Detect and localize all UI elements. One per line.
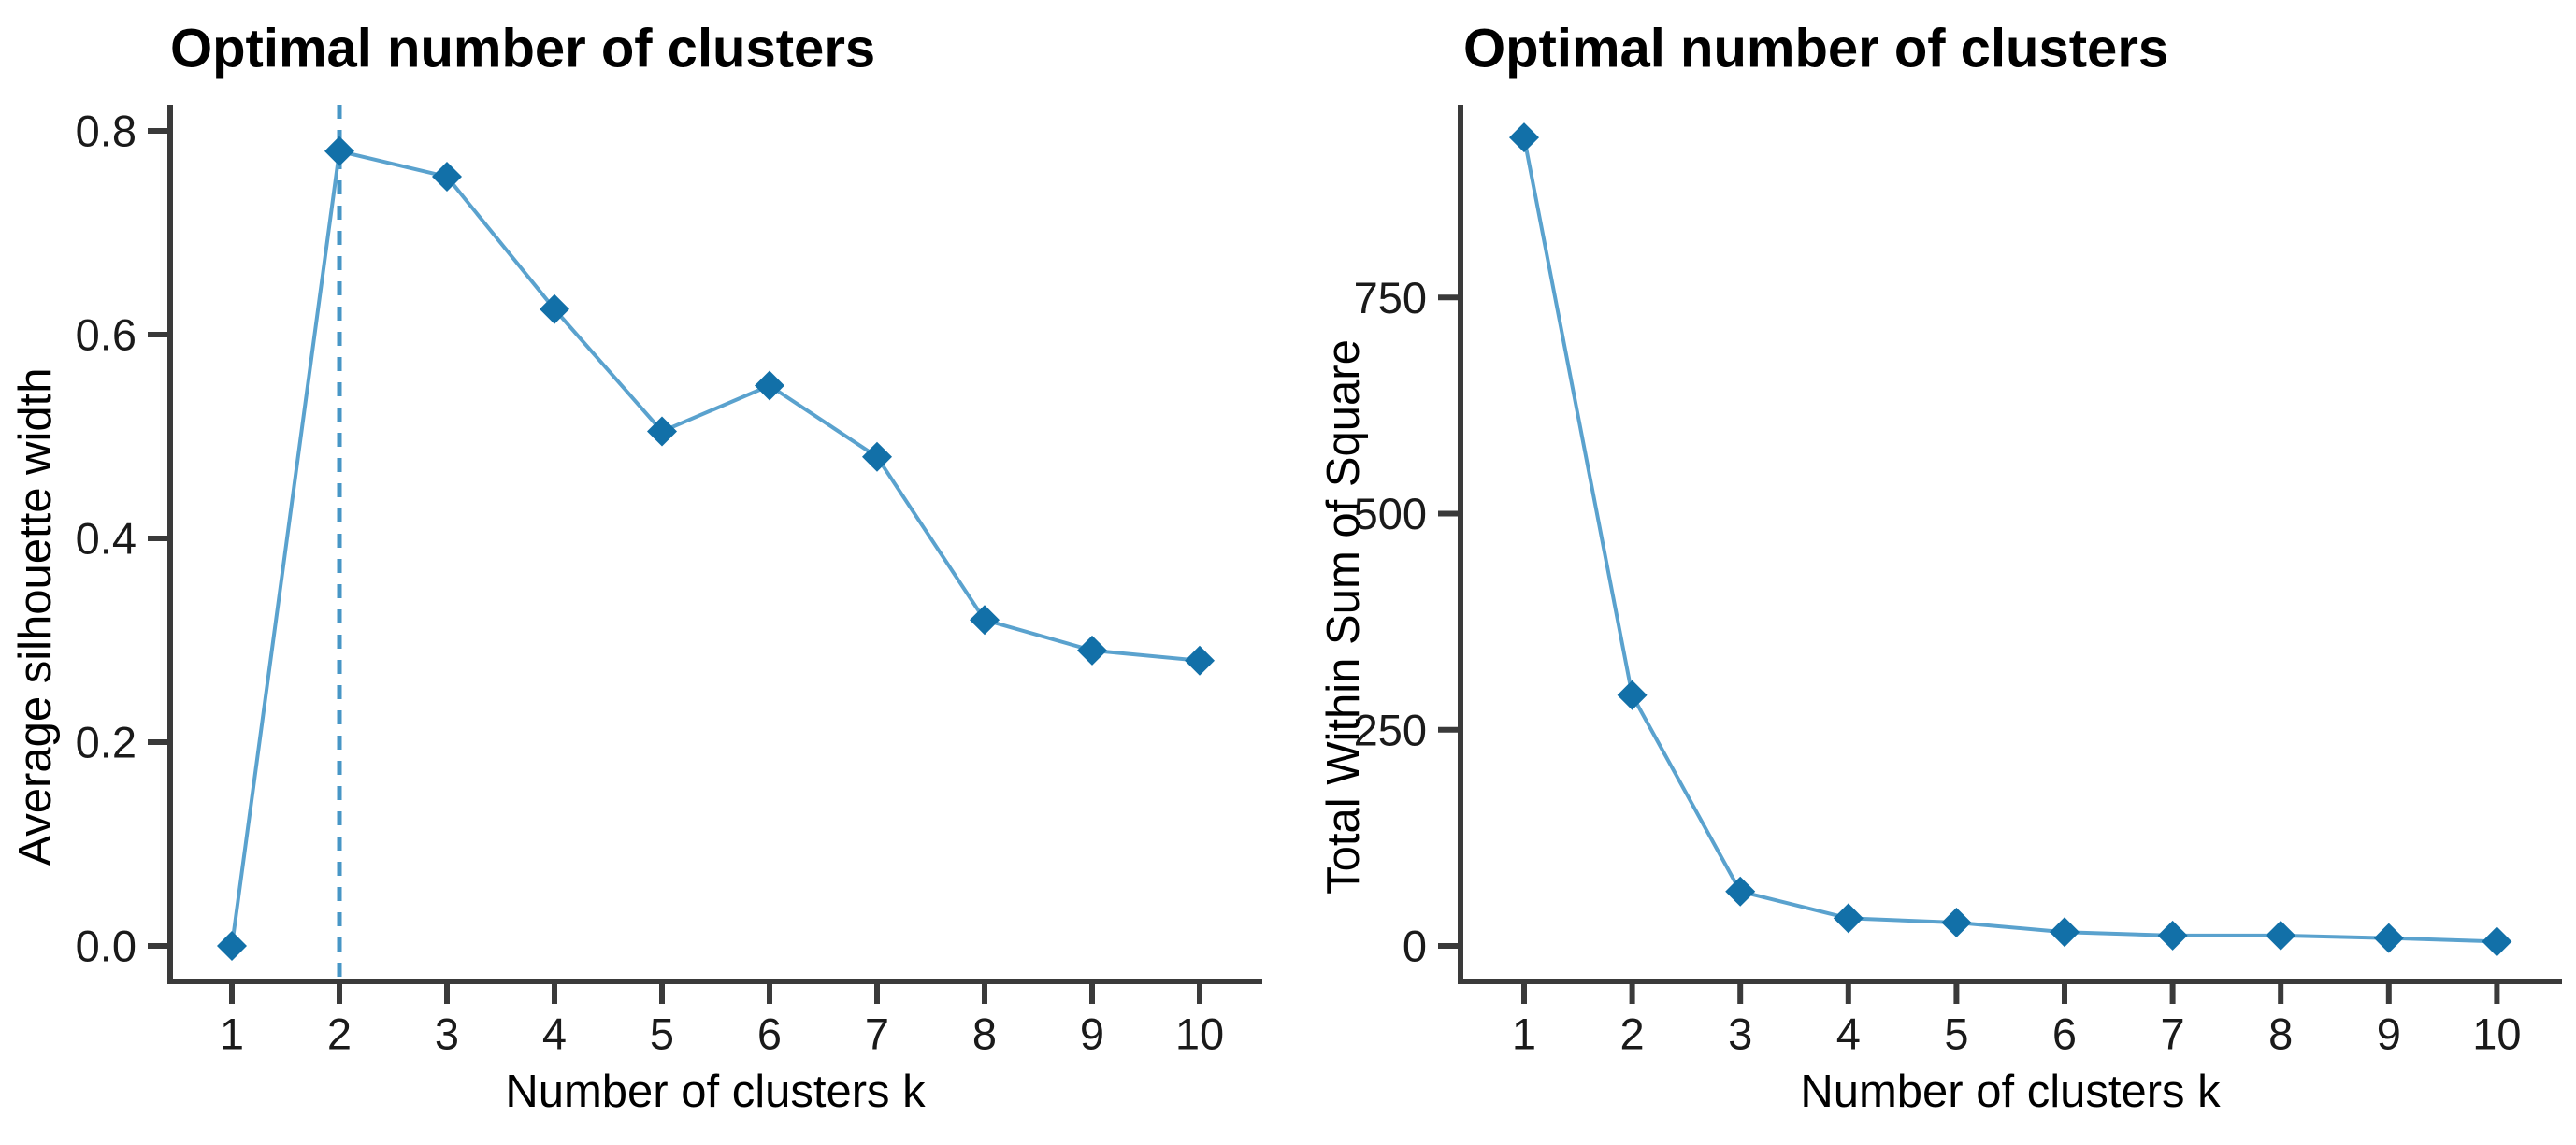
- data-point: [324, 136, 354, 166]
- data-point: [1077, 635, 1107, 666]
- y-tick-label: 0.2: [76, 718, 137, 767]
- data-point: [647, 416, 677, 447]
- y-tick-label: 0.6: [76, 310, 137, 360]
- x-axis-title: Number of clusters k: [505, 1066, 926, 1117]
- chart-title: Optimal number of clusters: [170, 19, 875, 79]
- y-tick-label: 750: [1354, 273, 1427, 322]
- x-tick-label: 2: [327, 1009, 352, 1059]
- x-tick-label: 8: [972, 1009, 997, 1059]
- data-line: [230, 149, 1201, 947]
- y-tick-label: 500: [1354, 489, 1427, 538]
- data-line: [1522, 136, 2497, 944]
- y-tick-label: 0.8: [76, 107, 137, 156]
- x-tick-label: 4: [542, 1009, 567, 1059]
- data-point: [2157, 920, 2188, 951]
- data-point: [970, 605, 1000, 636]
- x-tick-label: 3: [435, 1009, 459, 1059]
- data-point: [540, 293, 569, 324]
- x-tick-label: 3: [1728, 1009, 1752, 1059]
- x-tick-label: 9: [2377, 1009, 2401, 1059]
- data-point: [862, 441, 892, 472]
- x-tick-label: 2: [1620, 1009, 1645, 1059]
- data-point: [1509, 122, 1539, 153]
- data-point: [2482, 926, 2512, 957]
- x-tick-label: 9: [1080, 1009, 1104, 1059]
- y-tick-label: 250: [1354, 705, 1427, 754]
- data-point: [2266, 920, 2296, 951]
- data-point: [432, 162, 462, 193]
- data-point: [1185, 645, 1215, 676]
- x-tick-label: 8: [2268, 1009, 2293, 1059]
- data-point: [217, 931, 247, 961]
- x-tick-label: 5: [650, 1009, 674, 1059]
- data-point: [1941, 908, 1972, 938]
- data-point: [2373, 923, 2404, 953]
- x-tick-label: 5: [1944, 1009, 1968, 1059]
- x-tick-label: 10: [2472, 1009, 2521, 1059]
- chart-title: Optimal number of clusters: [1463, 19, 2168, 79]
- elbow-chart: 0 250 500 750 1 2 3 4 5 6 7 8 9 10 Optimal number of c…: [1318, 19, 2562, 1117]
- y-axis-title: Total Within Sum of Square: [1318, 339, 1369, 895]
- x-tick-label: 1: [1512, 1009, 1536, 1059]
- data-point: [1833, 903, 1864, 934]
- y-tick-label: 0.4: [76, 514, 137, 564]
- data-point: [1725, 876, 1756, 907]
- x-tick-label: 7: [2161, 1009, 2185, 1059]
- x-axis-title: Number of clusters k: [1800, 1066, 2221, 1117]
- x-tick-label: 10: [1175, 1009, 1224, 1059]
- data-point: [2050, 917, 2080, 948]
- data-point: [1617, 680, 1648, 710]
- x-tick-label: 6: [2052, 1009, 2077, 1059]
- x-tick-label: 1: [220, 1009, 244, 1059]
- x-tick-label: 4: [1836, 1009, 1861, 1059]
- silhouette-chart: 0.0 0.2 0.4 0.6 0.8 1 2 3 4 5 6 7 8 9 10 Optimal number…: [10, 19, 1262, 1117]
- x-tick-label: 6: [757, 1009, 782, 1059]
- x-tick-label: 7: [865, 1009, 889, 1059]
- y-tick-label: 0: [1403, 922, 1427, 971]
- data-point: [755, 370, 784, 401]
- y-axis-title: Average silhouette width: [10, 368, 61, 866]
- y-tick-label: 0.0: [76, 922, 137, 971]
